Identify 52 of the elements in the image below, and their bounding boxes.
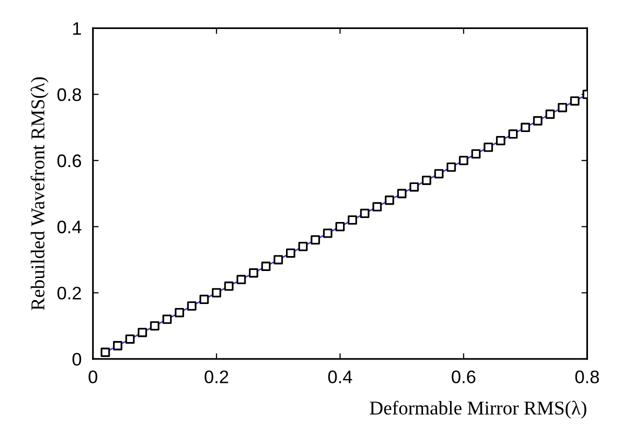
- point: [150, 321, 160, 330]
- y-tick-label: 1: [73, 22, 81, 35]
- point: [125, 334, 135, 344]
- point: [286, 248, 296, 258]
- point: [558, 102, 568, 112]
- point: [335, 222, 345, 232]
- point: [397, 188, 406, 198]
- x-tick-label: 0.8: [575, 370, 599, 384]
- point: [174, 308, 184, 318]
- point: [360, 208, 370, 218]
- x-axis-title: Deformable Mirror RMS(λ): [370, 400, 586, 419]
- point: [520, 122, 530, 132]
- point: [533, 116, 542, 126]
- point: [310, 235, 320, 244]
- point: [434, 169, 444, 178]
- x-tick-label: 0.6: [452, 370, 476, 384]
- x-tick-label: 0: [88, 370, 98, 384]
- point: [471, 149, 481, 159]
- point: [410, 182, 419, 192]
- point: [261, 262, 271, 271]
- point: [248, 268, 258, 278]
- point: [113, 341, 122, 350]
- point: [224, 282, 234, 291]
- point: [274, 255, 283, 264]
- point: [323, 228, 332, 238]
- point: [458, 156, 468, 166]
- point: [298, 242, 308, 252]
- point: [545, 110, 555, 119]
- point: [138, 328, 148, 338]
- point: [212, 288, 222, 298]
- y-tick-label: 0.6: [57, 154, 82, 168]
- y-tick-label: 0.4: [57, 220, 82, 234]
- point: [162, 314, 172, 324]
- point: [372, 202, 382, 212]
- point: [484, 142, 493, 152]
- x-tick-label: 0.4: [328, 370, 352, 384]
- point: [200, 294, 209, 304]
- point: [496, 136, 506, 146]
- point: [100, 348, 110, 357]
- point: [508, 129, 518, 139]
- y-tick-label: 0.8: [57, 88, 82, 102]
- point: [348, 215, 358, 225]
- point: [187, 301, 196, 311]
- point: [422, 176, 432, 185]
- point: [384, 196, 394, 205]
- y-tick-label: 0: [72, 352, 82, 366]
- y-tick-label: 0.2: [57, 286, 81, 300]
- point: [446, 162, 456, 172]
- x-tick-label: 0.2: [204, 370, 228, 384]
- point: [570, 96, 580, 106]
- y-axis-title: Rebuilded Wavefront RMS(λ): [30, 77, 48, 310]
- point: [236, 274, 246, 284]
